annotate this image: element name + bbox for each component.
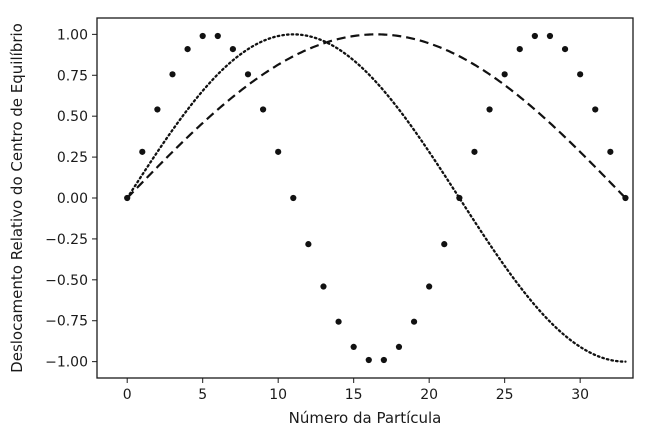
x-tick-label: 30 (571, 387, 589, 403)
x-axis: 0 5 10 15 20 25 30 (123, 378, 589, 403)
data-point (395, 343, 403, 351)
data-point (592, 106, 599, 113)
data-point (244, 71, 252, 78)
data-point (456, 194, 463, 202)
data-point (622, 194, 629, 202)
data-point (546, 32, 554, 40)
data-point (380, 356, 387, 364)
data-point (229, 45, 236, 53)
data-point (531, 32, 538, 40)
y-tick-label: 0.75 (57, 68, 88, 84)
x-axis-label: Número da Partícula (289, 409, 442, 427)
x-tick-label: 5 (198, 387, 207, 403)
data-point (305, 241, 312, 248)
series-line-dashed (126, 33, 627, 199)
y-axis: −1.00 −0.75 −0.50 −0.25 0.00 0.25 0.50 0.75 1.00 (45, 27, 97, 371)
y-tick-label: −0.25 (45, 232, 88, 248)
data-point (320, 283, 327, 290)
data-point (410, 318, 418, 325)
x-tick-label: 15 (345, 387, 363, 403)
data-point (471, 148, 478, 155)
data-point (441, 241, 448, 248)
y-tick-label: −0.50 (45, 273, 88, 289)
data-point (154, 106, 161, 113)
data-point (169, 71, 176, 78)
data-point (275, 148, 282, 155)
y-tick-label: 0.50 (57, 109, 88, 125)
data-point (501, 71, 508, 78)
x-tick-label: 10 (269, 387, 287, 403)
data-point (259, 106, 267, 113)
data-point (184, 45, 191, 53)
y-tick-label: 1.00 (57, 27, 88, 43)
data-point (561, 45, 569, 53)
data-point (290, 194, 297, 202)
x-tick-label: 25 (496, 387, 514, 403)
x-tick-label: 20 (420, 387, 438, 403)
x-tick-label: 0 (123, 387, 132, 403)
data-point (607, 148, 614, 155)
data-point (214, 32, 221, 40)
series-line-dotted (126, 33, 627, 363)
y-tick-label: −0.75 (45, 314, 88, 330)
data-point (350, 343, 357, 351)
y-tick-label: 0.00 (57, 191, 88, 207)
data-point (335, 318, 342, 325)
data-point (577, 71, 584, 78)
data-point (486, 106, 493, 113)
series-layer (124, 32, 629, 364)
data-point (426, 283, 433, 290)
data-point (124, 194, 131, 202)
data-point (199, 32, 206, 40)
y-axis-label: Deslocamento Relativo do Centro de Equil… (8, 23, 26, 373)
data-point (516, 45, 523, 53)
y-tick-label: 0.25 (57, 150, 88, 166)
y-tick-label: −1.00 (45, 355, 88, 371)
data-point (365, 356, 372, 364)
data-point (139, 148, 146, 155)
